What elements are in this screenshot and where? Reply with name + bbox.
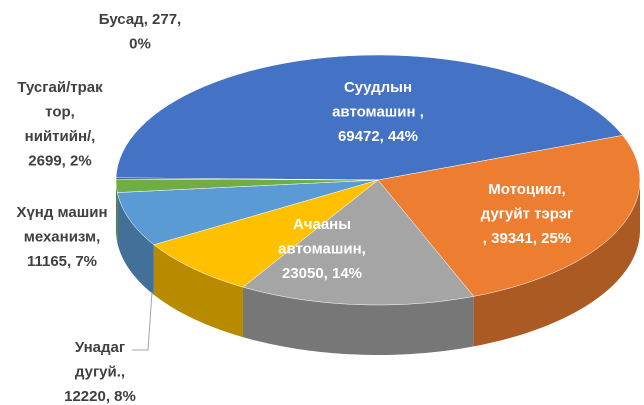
data-label: Ачааны	[293, 216, 351, 233]
slice	[242, 179, 475, 306]
slice	[115, 177, 379, 181]
slice	[117, 179, 379, 245]
data-label: Мотоцикл,	[488, 181, 565, 198]
data-label: автомашин,	[278, 240, 366, 257]
data-label: дугуйт тэрэг	[481, 205, 574, 222]
data-label: 69472, 44%	[338, 128, 418, 145]
data-label: 12220, 8%	[64, 388, 136, 405]
slice-side	[116, 180, 118, 243]
slice-side	[153, 244, 243, 338]
data-label: тор,	[45, 103, 75, 120]
data-label: 0%	[129, 35, 151, 52]
data-label: Тусгай/трак	[17, 79, 103, 96]
data-label: Хүнд машин	[16, 204, 107, 221]
data-label: нийтийн/,	[25, 128, 96, 145]
data-label: Бусад, 277,	[99, 11, 181, 28]
data-label: 11165, 7%	[27, 253, 97, 270]
slice	[153, 179, 379, 288]
data-label: Суудлын	[344, 79, 412, 96]
data-label: дугуй.,	[75, 363, 125, 380]
data-label: автомашин ,	[332, 103, 424, 120]
slice	[115, 54, 624, 181]
slice-side	[473, 180, 640, 347]
data-label: 23050, 14%	[282, 265, 362, 282]
data-label: Унадаг	[75, 339, 125, 356]
slice-side	[117, 192, 154, 295]
data-label: , 39341, 25%	[483, 230, 571, 247]
data-label: механизм,	[24, 228, 101, 245]
slice	[377, 135, 641, 297]
slice-side	[242, 287, 474, 355]
data-label: 2699, 2%	[28, 152, 91, 169]
leader-line	[132, 291, 153, 351]
